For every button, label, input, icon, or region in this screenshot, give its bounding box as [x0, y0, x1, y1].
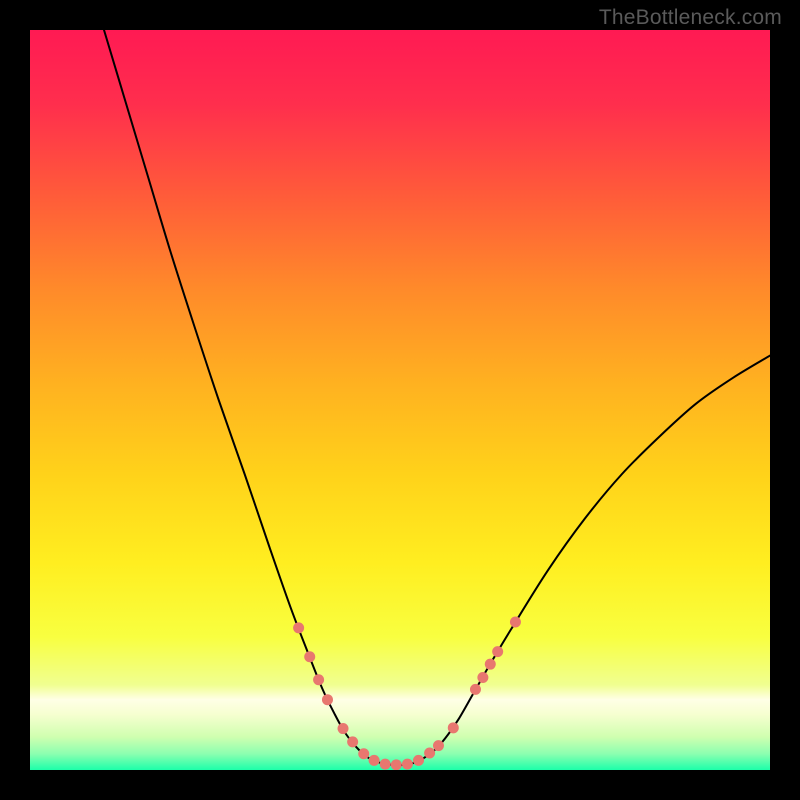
curve-marker — [485, 659, 496, 670]
curve-marker — [380, 759, 391, 770]
curve-marker — [433, 740, 444, 751]
curve-marker — [313, 674, 324, 685]
chart-background — [30, 30, 770, 770]
curve-marker — [470, 684, 481, 695]
curve-marker — [369, 755, 380, 766]
curve-marker — [293, 622, 304, 633]
watermark-text: TheBottleneck.com — [599, 6, 782, 30]
curve-marker — [413, 755, 424, 766]
curve-marker — [358, 748, 369, 759]
curve-marker — [322, 694, 333, 705]
plot-area — [30, 30, 770, 770]
bottleneck-curve-chart — [30, 30, 770, 770]
curve-marker — [347, 736, 358, 747]
curve-marker — [477, 672, 488, 683]
curve-marker — [510, 617, 521, 628]
curve-marker — [492, 646, 503, 657]
curve-marker — [448, 722, 459, 733]
curve-marker — [391, 759, 402, 770]
chart-container: TheBottleneck.com — [0, 0, 800, 800]
curve-marker — [402, 759, 413, 770]
curve-marker — [304, 651, 315, 662]
curve-marker — [424, 747, 435, 758]
curve-marker — [338, 723, 349, 734]
